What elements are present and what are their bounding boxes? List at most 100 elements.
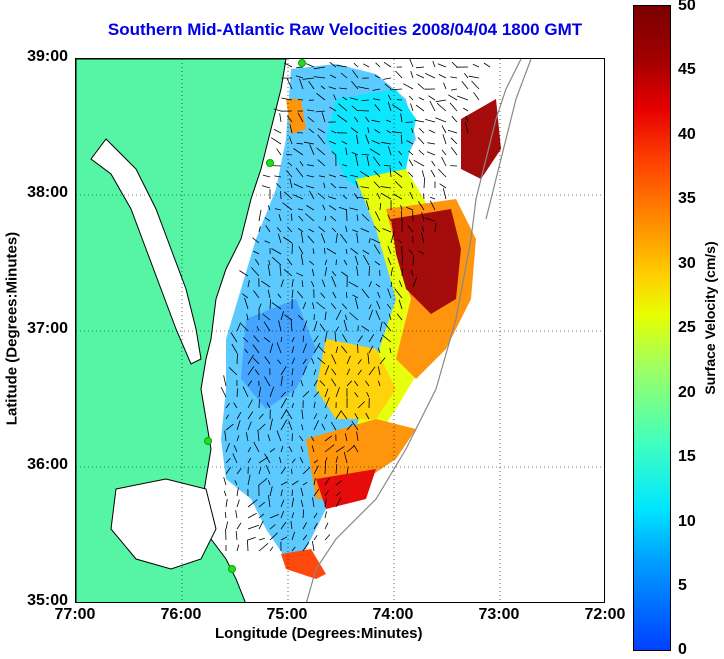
velocity-arrow [285, 170, 293, 178]
x-tick-label: 75:00 [266, 606, 308, 623]
velocity-arrow [450, 88, 458, 91]
velocity-arrow [387, 214, 392, 222]
velocity-arrow [313, 335, 319, 343]
velocity-arrow [280, 336, 283, 343]
velocity-arrow [311, 357, 315, 365]
velocity-field [221, 64, 501, 579]
velocity-arrow [328, 140, 337, 145]
velocity-arrow [341, 333, 348, 343]
velocity-arrow [434, 223, 437, 233]
velocity-arrow [418, 149, 425, 156]
velocity-arrow [447, 129, 458, 134]
velocity-arrow [293, 148, 304, 156]
velocity-arrow [346, 380, 352, 387]
velocity-arrow [342, 194, 348, 200]
velocity-arrow [343, 319, 348, 332]
y-axis-label: Latitude (Degrees:Minutes) [3, 231, 21, 426]
velocity-arrow [290, 520, 293, 530]
velocity-arrow [409, 59, 414, 68]
velocity-arrow [374, 211, 381, 222]
velocity-arrow [279, 456, 282, 464]
velocity-arrow [356, 431, 359, 442]
velocity-arrow [289, 124, 293, 134]
velocity-arrow [302, 509, 305, 519]
velocity-arrow [269, 299, 271, 310]
velocity-arrow [321, 112, 326, 123]
velocity-arrow [268, 495, 271, 508]
velocity-arrow [377, 292, 381, 299]
velocity-arrow [344, 433, 348, 442]
velocity-arrow [305, 185, 315, 189]
velocity-arrow [225, 414, 230, 420]
velocity-arrow [308, 80, 315, 90]
velocity-arrow [418, 97, 425, 101]
velocity-arrow [330, 303, 337, 310]
velocity-arrow [281, 97, 293, 101]
velocity-arrow [286, 78, 293, 90]
velocity-arrow [321, 279, 326, 288]
velocity-arrow [313, 320, 318, 332]
velocity-arrow [276, 342, 282, 354]
velocity-arrow [320, 233, 326, 244]
velocity-arrow [346, 209, 348, 222]
velocity-arrow [349, 207, 359, 211]
velocity-arrow [335, 309, 342, 321]
pamlico-sound [110, 478, 217, 570]
velocity-arrow [309, 260, 315, 266]
velocity-arrow [426, 151, 436, 156]
velocity-arrow [253, 335, 260, 343]
velocity-arrow [236, 499, 240, 508]
velocity-arrow [390, 88, 403, 91]
velocity-arrow [441, 125, 447, 134]
velocity-arrow [261, 280, 271, 288]
velocity-arrow [283, 269, 293, 277]
velocity-arrow [262, 313, 271, 321]
velocity-arrow [306, 63, 315, 68]
velocity-arrow [236, 544, 240, 552]
velocity-arrow [324, 457, 328, 464]
velocity-arrow [345, 249, 348, 255]
velocity-arrow [251, 267, 260, 277]
velocity-arrow [407, 225, 414, 233]
velocity-arrow [313, 465, 319, 475]
velocity-arrow [368, 304, 372, 310]
velocity-arrow [339, 233, 348, 244]
velocity-arrow [442, 134, 447, 145]
velocity-arrow [288, 446, 293, 453]
velocity-arrow [316, 301, 326, 310]
velocity-arrow [263, 321, 271, 332]
velocity-arrow [362, 250, 370, 255]
velocity-arrow [317, 192, 326, 200]
velocity-arrow [343, 259, 348, 266]
velocity-arrow [331, 354, 337, 365]
velocity-arrow [324, 388, 329, 398]
velocity-arrow [293, 183, 304, 189]
velocity-arrow [393, 193, 403, 200]
velocity-arrow [429, 100, 436, 112]
velocity-arrow [247, 524, 260, 530]
velocity-arrow [283, 236, 293, 244]
velocity-arrow [345, 291, 348, 299]
velocity-arrow [403, 83, 414, 90]
velocity-arrow [291, 403, 294, 409]
velocity-arrow [328, 86, 337, 90]
velocity-arrow [329, 74, 337, 79]
velocity-arrow [324, 534, 331, 541]
velocity-arrow [254, 369, 260, 376]
velocity-arrow [381, 334, 392, 343]
velocity-arrow [451, 61, 458, 68]
velocity-arrow [291, 433, 293, 442]
velocity-arrow [223, 477, 227, 486]
velocity-arrow [324, 397, 330, 409]
velocity-arrow [356, 134, 359, 145]
velocity-arrow [302, 534, 308, 541]
colorbar-tick: 25 [678, 319, 696, 336]
velocity-arrow [338, 206, 348, 211]
velocity-arrow [398, 161, 403, 167]
velocity-arrow [291, 468, 293, 475]
velocity-arrow [341, 271, 348, 277]
y-tick-label: 37:00 [27, 320, 68, 337]
velocity-arrow [283, 62, 293, 68]
velocity-arrow [350, 174, 359, 178]
velocity-arrow [276, 183, 282, 189]
